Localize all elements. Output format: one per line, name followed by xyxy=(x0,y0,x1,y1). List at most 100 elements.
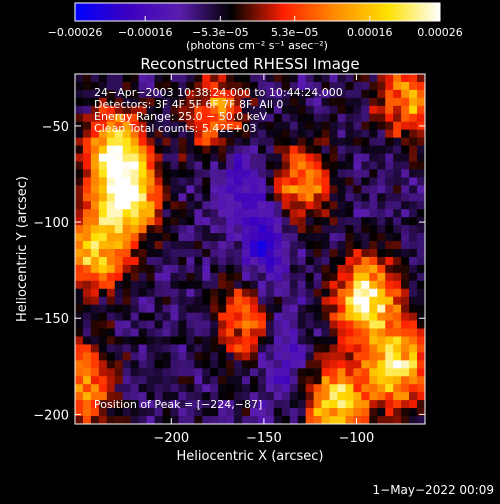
heatmap-cell xyxy=(210,177,219,186)
heatmap-cell xyxy=(242,145,251,154)
heatmap-cell xyxy=(210,344,219,353)
heatmap-cell xyxy=(218,344,227,353)
heatmap-cell xyxy=(106,201,116,210)
heatmap-cell xyxy=(138,312,147,321)
heatmap-cell xyxy=(281,105,291,115)
heatmap-cell xyxy=(329,129,338,138)
heatmap-cell xyxy=(75,416,84,425)
heatmap-cell xyxy=(242,121,251,130)
x-tick-label: −100 xyxy=(339,431,375,446)
heatmap-cell xyxy=(297,241,306,250)
heatmap-cell xyxy=(170,376,179,385)
heatmap-cell xyxy=(130,416,139,425)
heatmap-cell xyxy=(138,177,147,186)
heatmap-cell xyxy=(234,312,243,321)
heatmap-cell xyxy=(114,241,124,250)
heatmap-cell xyxy=(345,217,354,226)
heatmap-cell xyxy=(313,384,322,393)
heatmap-cell xyxy=(297,400,306,409)
heatmap-cell xyxy=(265,153,275,162)
heatmap-cell xyxy=(178,241,187,250)
heatmap-cell xyxy=(122,225,131,234)
heatmap-cell xyxy=(162,304,171,313)
heatmap-cell xyxy=(305,97,314,107)
heatmap-cell xyxy=(90,153,100,162)
heatmap-cell xyxy=(154,225,163,234)
heatmap-cell xyxy=(250,264,259,274)
heatmap-cell xyxy=(393,89,402,99)
heatmap-cell xyxy=(162,89,171,99)
heatmap-cell xyxy=(178,129,187,138)
heatmap-cell xyxy=(130,225,139,234)
heatmap-cell xyxy=(75,161,84,170)
heatmap-cell xyxy=(377,336,386,345)
heatmap-cell xyxy=(106,376,116,385)
heatmap-cell xyxy=(90,89,100,99)
heatmap-cell xyxy=(313,256,322,266)
heatmap-cell xyxy=(401,400,410,409)
heatmap-cell xyxy=(194,400,203,409)
heatmap-cell xyxy=(313,360,322,369)
heatmap-cell xyxy=(90,201,100,210)
heatmap-cell xyxy=(353,193,362,202)
heatmap-cell xyxy=(273,320,283,329)
heatmap-cell xyxy=(329,225,338,234)
heatmap-cell xyxy=(297,177,306,186)
heatmap-cell xyxy=(393,153,402,162)
heatmap-cell xyxy=(162,416,171,425)
heatmap-cell xyxy=(90,384,100,393)
heatmap-cell xyxy=(234,121,243,130)
heatmap-cell xyxy=(401,129,410,138)
heatmap-cell xyxy=(353,320,362,329)
heatmap-cell xyxy=(218,169,227,178)
heatmap-cell xyxy=(122,416,131,425)
heatmap-cell xyxy=(234,217,243,226)
heatmap-cell xyxy=(114,408,124,417)
heatmap-cell xyxy=(409,105,418,115)
heatmap-cell xyxy=(313,241,322,250)
heatmap-cell xyxy=(130,392,139,401)
heatmap-cell xyxy=(130,169,139,178)
heatmap-cell xyxy=(377,296,386,305)
heatmap-cell xyxy=(154,105,163,115)
heatmap-cell xyxy=(162,264,171,274)
heatmap-cell xyxy=(289,137,299,146)
heatmap-cell xyxy=(345,74,354,83)
heatmap-cell xyxy=(401,416,410,425)
heatmap-cell xyxy=(138,145,147,154)
heatmap-cell xyxy=(265,241,275,250)
heatmap-cell xyxy=(329,416,338,425)
heatmap-cell xyxy=(170,121,179,130)
heatmap-cell xyxy=(417,296,426,305)
heatmap-cell xyxy=(321,400,330,409)
heatmap-cell xyxy=(417,209,426,218)
heatmap-cell xyxy=(265,312,275,321)
heatmap-cell xyxy=(329,280,338,290)
heatmap-cell xyxy=(170,145,179,154)
heatmap-cell xyxy=(353,153,362,162)
heatmap-cell xyxy=(194,320,203,329)
heatmap-cell xyxy=(361,392,370,401)
heatmap-cell xyxy=(210,89,219,99)
heatmap-cell xyxy=(385,312,394,321)
heatmap-cell xyxy=(234,177,243,186)
heatmap-cell xyxy=(162,74,171,83)
heatmap-cell xyxy=(409,304,418,313)
heatmap-cell xyxy=(329,288,338,298)
heatmap-cell xyxy=(130,161,139,170)
heatmap-cell xyxy=(417,360,426,369)
heatmap-cell xyxy=(218,145,227,154)
heatmap-cell xyxy=(257,97,267,107)
heatmap-cell xyxy=(353,177,362,186)
heatmap-cell xyxy=(265,225,275,234)
heatmap-cell xyxy=(393,217,402,226)
heatmap-cell xyxy=(361,161,370,170)
heatmap-cell xyxy=(210,241,219,250)
y-axis-label: Heliocentric Y (arcsec) xyxy=(15,176,30,322)
heatmap-cell xyxy=(377,384,386,393)
heatmap-cell xyxy=(130,113,139,123)
heatmap-cell xyxy=(417,177,426,186)
heatmap-cell xyxy=(122,264,131,274)
heatmap-cell xyxy=(353,161,362,170)
heatmap-cell xyxy=(337,392,346,401)
